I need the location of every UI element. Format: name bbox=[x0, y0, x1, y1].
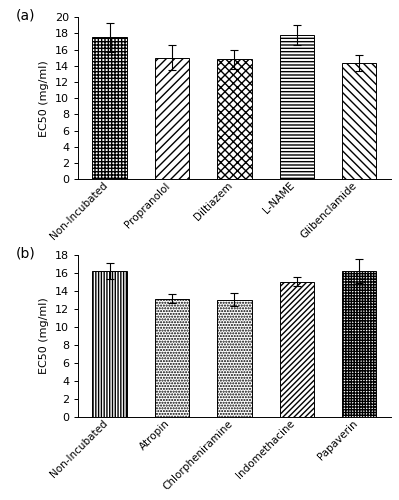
Bar bbox=[155, 299, 189, 417]
Bar bbox=[342, 64, 377, 179]
Text: (a): (a) bbox=[16, 9, 35, 23]
Text: (b): (b) bbox=[16, 246, 36, 260]
Bar bbox=[155, 58, 189, 179]
Bar bbox=[217, 300, 252, 417]
Bar bbox=[92, 38, 127, 179]
Bar bbox=[92, 271, 127, 417]
Bar bbox=[280, 282, 314, 417]
Bar bbox=[342, 271, 377, 417]
Y-axis label: EC50 (mg/ml): EC50 (mg/ml) bbox=[40, 298, 49, 374]
Bar bbox=[217, 59, 252, 179]
Y-axis label: EC50 (mg/ml): EC50 (mg/ml) bbox=[40, 60, 49, 136]
Bar bbox=[280, 35, 314, 179]
